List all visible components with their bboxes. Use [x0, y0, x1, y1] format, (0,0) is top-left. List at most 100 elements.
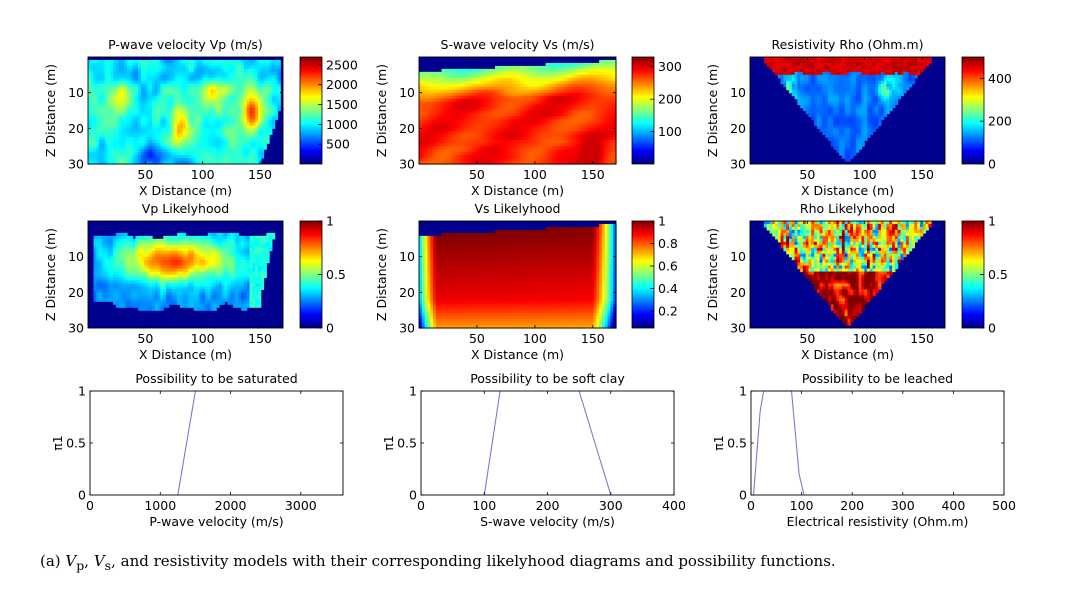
heatmap-cell: [607, 71, 611, 76]
heatmap-cell: [140, 77, 145, 82]
heatmap-cell: [556, 101, 561, 106]
heatmap-cell: [252, 161, 256, 165]
heatmap-cell: [149, 89, 153, 94]
heatmap-cell: [202, 128, 206, 132]
heatmap-cell: [607, 131, 611, 135]
heatmap-cell: [202, 134, 206, 138]
heatmap-cell: [88, 122, 92, 126]
heatmap-cell: [786, 65, 790, 70]
heatmap-cell: [565, 122, 569, 126]
heatmap-cell: [548, 122, 552, 126]
heatmap-cell: [500, 131, 505, 135]
heatmap-cell: [492, 134, 496, 138]
heatmap-cell: [542, 152, 547, 156]
heatmap-cell: [435, 98, 440, 103]
heatmap-cell: [107, 155, 111, 159]
heatmap-cell: [565, 137, 569, 141]
heatmap-cell: [171, 68, 175, 73]
heatmap-cell: [96, 143, 100, 147]
heatmap-cell: [177, 95, 181, 100]
heatmap-cell: [469, 146, 474, 150]
heatmap-cell: [556, 161, 561, 165]
heatmap-cell: [124, 80, 128, 85]
heatmap-cell: [115, 149, 120, 153]
heatmap-cell: [255, 149, 259, 153]
heatmap-cell: [205, 143, 209, 147]
heatmap-cell: [205, 119, 209, 123]
heatmap-cell: [232, 68, 237, 73]
heatmap-cell: [168, 65, 173, 70]
heatmap-cell: [207, 122, 212, 126]
heatmap-cell: [244, 119, 248, 123]
heatmap-cell: [472, 149, 476, 153]
heatmap-cell: [517, 122, 521, 126]
heatmap-cell: [99, 74, 103, 79]
heatmap-cell: [113, 68, 117, 73]
heatmap-cell: [562, 80, 566, 85]
heatmap-cell: [149, 59, 153, 64]
heatmap-cell: [500, 92, 505, 97]
heatmap-cell: [177, 74, 181, 79]
heatmap-cell: [492, 107, 496, 112]
heatmap-cell: [129, 104, 134, 109]
heatmap-cell: [800, 80, 804, 85]
heatmap-cell: [447, 152, 451, 156]
heatmap-cell: [576, 146, 581, 150]
heatmap-cell: [548, 131, 552, 135]
heatmap-cell: [503, 80, 507, 85]
heatmap-cell: [604, 131, 609, 135]
heatmap-cell: [221, 71, 226, 76]
heatmap-cell: [492, 110, 496, 115]
heatmap-cell: [193, 134, 198, 138]
heatmap-cell: [154, 143, 159, 147]
heatmap-cell: [221, 86, 226, 91]
heatmap-cell: [132, 140, 136, 144]
heatmap-cell: [814, 86, 818, 91]
heatmap-cell: [509, 161, 513, 165]
heatmap-cell: [772, 62, 776, 67]
heatmap-cell: [472, 86, 476, 91]
heatmap-cell: [556, 143, 561, 147]
heatmap-cell: [819, 110, 824, 115]
heatmap-cell: [590, 92, 595, 97]
heatmap-cell: [101, 71, 106, 76]
heatmap-cell: [132, 122, 136, 126]
heatmap-cell: [96, 89, 100, 94]
heatmap-cell: [221, 155, 226, 159]
heatmap-cell: [174, 65, 178, 70]
heatmap-cell: [424, 98, 429, 103]
heatmap-cell: [110, 113, 114, 118]
heatmap-cell: [140, 65, 145, 70]
heatmap-cell: [802, 98, 807, 103]
heatmap-cell: [475, 116, 479, 121]
heatmap-cell: [582, 89, 586, 94]
heatmap-cell: [210, 131, 214, 135]
heatmap-cell: [127, 62, 131, 67]
heatmap-cell: [244, 134, 248, 138]
heatmap-cell: [478, 137, 482, 141]
heatmap-cell: [96, 95, 100, 100]
heatmap-cell: [545, 125, 550, 129]
heatmap-cell: [472, 158, 476, 162]
heatmap-cell: [235, 107, 240, 112]
heatmap-cell: [475, 80, 479, 85]
heatmap-cell: [433, 140, 437, 144]
heatmap-cell: [249, 98, 253, 103]
heatmap-cell: [241, 74, 245, 79]
heatmap-cell: [483, 74, 488, 79]
heatmap-cell: [537, 92, 541, 97]
heatmap-cell: [472, 155, 476, 159]
heatmap-cell: [808, 77, 812, 82]
heatmap-cell: [101, 83, 106, 88]
heatmap-cell: [444, 101, 448, 106]
heatmap-cell: [430, 71, 434, 76]
heatmap-cell: [424, 131, 429, 135]
heatmap-cell: [115, 86, 120, 91]
heatmap-cell: [210, 134, 214, 138]
heatmap-cell: [497, 125, 502, 129]
heatmap-cell: [99, 80, 103, 85]
heatmap-cell: [218, 158, 223, 162]
heatmap-cell: [143, 125, 148, 129]
heatmap-cell: [160, 134, 164, 138]
heatmap-cell: [433, 80, 437, 85]
